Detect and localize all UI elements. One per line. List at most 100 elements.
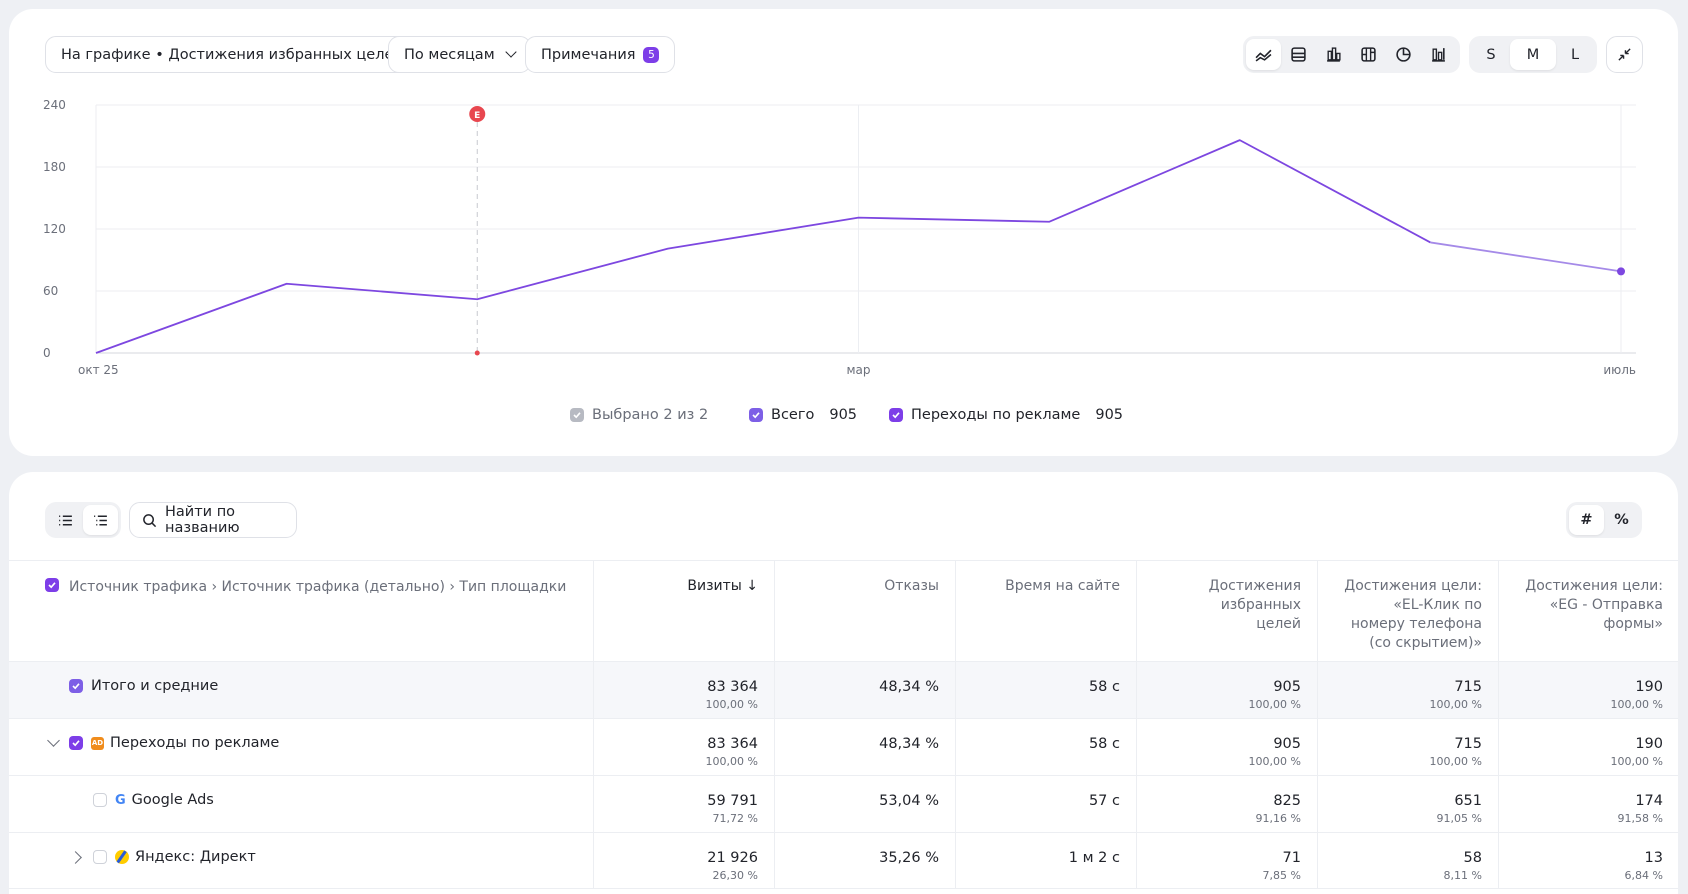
cell-value: 1 м 2 с <box>1068 850 1120 866</box>
size-m-option[interactable]: M <box>1510 39 1556 70</box>
period-dropdown[interactable]: По месяцам <box>388 36 531 73</box>
notes-button[interactable]: Примечания 5 <box>525 36 676 73</box>
flat-list-icon <box>59 514 72 526</box>
dimension-header-label: Источник трафика › Источник трафика (дет… <box>69 579 567 595</box>
yandex-direct-icon <box>115 850 129 864</box>
series-line-partial <box>1430 241 1622 273</box>
cell-share: 91,05 % <box>1436 812 1482 825</box>
legend-selected-label: Выбрано 2 из 2 <box>592 407 709 423</box>
y-tick-label: 0 <box>43 346 51 360</box>
row-checkbox[interactable] <box>69 736 83 750</box>
columns-icon <box>1432 48 1445 62</box>
table-row[interactable]: G Google Ads 59 791 71,72 % 53,04 % 57 с … <box>9 775 1678 832</box>
annotation-marker <box>469 106 486 122</box>
cell-share: 100,00 % <box>1610 755 1663 768</box>
x-tick-label: мар <box>846 363 870 377</box>
stacked-bar-icon <box>1361 47 1376 62</box>
series-line <box>95 139 1431 354</box>
cell-value: 905 <box>1273 736 1301 752</box>
legend-item-label: Всего <box>771 407 815 423</box>
row-checkbox[interactable] <box>69 679 83 693</box>
legend-item-label: Переходы по рекламе <box>911 407 1081 423</box>
legend-selected-summary[interactable]: Выбрано 2 из 2 <box>570 407 708 423</box>
row-checkbox[interactable] <box>93 850 107 864</box>
column-header-time[interactable]: Время на сайте <box>955 561 1136 661</box>
row-checkbox[interactable] <box>93 793 107 807</box>
search-icon <box>143 513 157 527</box>
annotation-anchor <box>474 350 480 356</box>
cell-share: 91,16 % <box>1255 812 1301 825</box>
notes-count-badge: 5 <box>643 46 660 63</box>
cell-share: 100,00 % <box>1429 698 1482 711</box>
bar-chart-icon <box>1327 47 1341 62</box>
legend-item-total[interactable]: Всего 905 <box>749 407 857 423</box>
cell-value: 83 364 <box>707 679 758 695</box>
column-header-fav-goals[interactable]: Достижения избранных целей <box>1136 561 1317 661</box>
table-panel: Найти по названию # % Источник трафика ›… <box>9 472 1678 894</box>
cell-value: 58 с <box>1088 679 1120 695</box>
line-chart: E 0 60 120 180 240 окт 25 мар июль <box>43 98 1636 377</box>
cell-share: 6,84 % <box>1624 869 1663 882</box>
table-row[interactable]: AD Переходы по рекламе 83 364 100,00 % 48… <box>9 718 1678 775</box>
chart-type-area[interactable] <box>1281 39 1316 70</box>
cell-value: 58 с <box>1088 736 1120 752</box>
chart-type-bar[interactable] <box>1316 39 1351 70</box>
size-l-option[interactable]: L <box>1570 46 1580 63</box>
chevron-right-icon <box>69 850 82 864</box>
column-header-bounces[interactable]: Отказы <box>774 561 955 661</box>
cell-value: 71 <box>1282 850 1301 866</box>
value-mode-switcher: # % <box>1566 502 1642 538</box>
chart-metric-dropdown[interactable]: На графике • Достижения избранных целей <box>45 36 439 73</box>
cell-value: 35,26 % <box>879 850 939 866</box>
column-header-goal-el[interactable]: Достижения цели: «EL-Клик по номеру теле… <box>1317 561 1498 661</box>
search-placeholder: Найти по названию <box>165 504 240 536</box>
select-all-checkbox[interactable] <box>45 578 59 592</box>
stacked-area-icon <box>1291 47 1306 62</box>
cell-value: 21 926 <box>707 850 758 866</box>
size-s-option[interactable]: S <box>1486 46 1496 63</box>
cell-value: 48,34 % <box>879 736 939 752</box>
percent-mode-option[interactable]: % <box>1614 512 1629 528</box>
legend-item-value: 905 <box>829 407 858 423</box>
checkbox-icon <box>749 408 763 422</box>
row-label: Переходы по рекламе <box>110 735 280 751</box>
chart-type-switcher <box>1243 36 1460 73</box>
google-icon: G <box>115 792 126 808</box>
line-chart-icon <box>1255 49 1272 62</box>
row-label: Google Ads <box>131 792 214 808</box>
cell-share: 91,58 % <box>1617 812 1663 825</box>
table-row-total: Итого и средние 83 364 100,00 % 48,34 % 5… <box>9 661 1678 718</box>
x-tick-label: окт 25 <box>78 363 119 377</box>
row-name: Яндекс: Директ <box>9 849 593 865</box>
cell-value: 905 <box>1273 679 1301 695</box>
legend-item-ads[interactable]: Переходы по рекламе 905 <box>889 407 1123 423</box>
table-row[interactable]: Яндекс: Директ 21 926 26,30 % 35,26 % 1 м… <box>9 832 1678 889</box>
cell-value: 13 <box>1644 850 1663 866</box>
row-name: G Google Ads <box>9 792 593 808</box>
cell-value: 83 364 <box>707 736 758 752</box>
row-label: Итого и средние <box>91 678 219 694</box>
expand-row-toggle[interactable] <box>69 850 93 864</box>
absolute-mode-option[interactable]: # <box>1569 505 1604 535</box>
chart-type-stacked-bar[interactable] <box>1351 39 1386 70</box>
collapse-chart-button[interactable] <box>1606 36 1643 73</box>
column-header-visits[interactable]: Визиты ↓ <box>593 561 774 661</box>
legend-item-value: 905 <box>1095 407 1124 423</box>
tree-view-option[interactable] <box>83 505 118 535</box>
cell-value: 53,04 % <box>879 793 939 809</box>
series-end-point <box>1617 267 1625 276</box>
chart-type-line[interactable] <box>1246 39 1281 70</box>
flat-view-option[interactable] <box>48 505 83 535</box>
chart-metric-label: На графике • Достижения избранных целей <box>61 46 403 63</box>
chart-type-columns[interactable] <box>1421 39 1456 70</box>
chart-type-pie[interactable] <box>1386 39 1421 70</box>
cell-value: 825 <box>1273 793 1301 809</box>
y-tick-label: 240 <box>43 98 66 112</box>
y-tick-label: 120 <box>43 222 66 236</box>
column-header-goal-eg[interactable]: Достижения цели: «EG - Отправка формы» <box>1498 561 1678 661</box>
cell-value: 48,34 % <box>879 679 939 695</box>
cell-share: 100,00 % <box>705 755 758 768</box>
annotation-label: E <box>474 111 480 121</box>
search-input[interactable]: Найти по названию <box>129 502 297 538</box>
collapse-row-toggle[interactable] <box>47 734 69 747</box>
